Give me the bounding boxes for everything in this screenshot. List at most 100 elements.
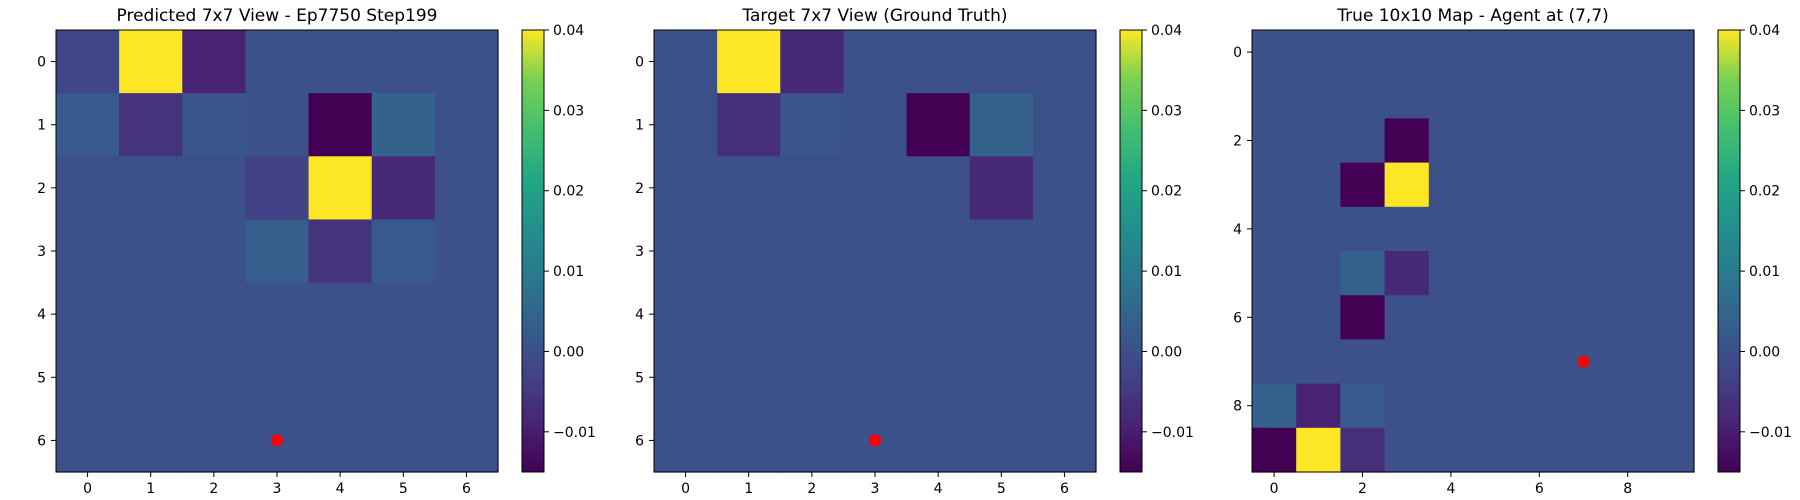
heatmap-cell bbox=[1296, 295, 1341, 340]
x-tick-label: 6 bbox=[1060, 481, 1069, 497]
heatmap-cell bbox=[1252, 339, 1297, 385]
heatmap-cell bbox=[1032, 30, 1097, 94]
heatmap-cell bbox=[1252, 427, 1297, 473]
heatmap-cell bbox=[371, 156, 436, 221]
heatmap-cell bbox=[654, 30, 718, 94]
heatmap-cell bbox=[308, 219, 373, 284]
y-tick-label: 2 bbox=[1233, 134, 1242, 150]
heatmap-cell bbox=[1428, 74, 1474, 119]
heatmap-cell bbox=[1605, 118, 1651, 164]
heatmap-cell bbox=[969, 345, 1034, 410]
heatmap-cell bbox=[717, 408, 781, 473]
colorbar-gradient bbox=[521, 29, 545, 473]
heatmap-cell bbox=[1340, 162, 1386, 208]
heatmap-cell bbox=[906, 345, 971, 410]
colorbar-tick-label: 0.02 bbox=[553, 184, 584, 200]
heatmap-cell bbox=[1252, 383, 1297, 429]
heatmap-cell bbox=[1517, 74, 1562, 119]
heatmap-cell bbox=[434, 282, 499, 347]
x-tick-label: 3 bbox=[871, 481, 880, 497]
heatmap-cell bbox=[371, 408, 436, 473]
x-tick-label: 6 bbox=[462, 481, 471, 497]
heatmap-cell bbox=[1649, 251, 1695, 296]
heatmap-cell bbox=[780, 93, 845, 157]
heatmap-cell bbox=[245, 282, 310, 347]
y-tick-label: 2 bbox=[635, 181, 644, 197]
colorbar-tick-label: 0.03 bbox=[1749, 103, 1780, 119]
heatmap-cell bbox=[969, 408, 1034, 473]
heatmap-cell bbox=[1605, 295, 1651, 340]
x-tick-label: 2 bbox=[1358, 481, 1367, 497]
heatmap-cell bbox=[969, 282, 1034, 347]
colorbar-tick-label: 0.00 bbox=[553, 344, 584, 360]
heatmap-cell bbox=[371, 282, 436, 347]
heatmap-cell bbox=[119, 282, 183, 347]
heatmap-cell bbox=[1252, 295, 1297, 340]
heatmap-cell bbox=[1517, 162, 1562, 208]
heatmap-cell bbox=[1517, 251, 1562, 296]
heatmap-cell bbox=[119, 408, 183, 473]
heatmap-cell bbox=[1649, 118, 1695, 164]
colorbar-tick-label: 0.00 bbox=[1151, 344, 1182, 360]
heatmap-cell bbox=[56, 156, 120, 221]
heatmap-cell bbox=[1605, 339, 1651, 385]
heatmap-cell bbox=[182, 93, 247, 157]
heatmap-cell bbox=[182, 345, 247, 410]
heatmap-panel-2: Target 7x7 View (Ground Truth) 0 1 2 3 4 5 6 0 1 2… bbox=[635, 6, 1194, 497]
heatmap-cell bbox=[245, 345, 310, 410]
heatmap-cell bbox=[1384, 118, 1430, 164]
colorbar-tick-label: −0.01 bbox=[553, 425, 596, 441]
heatmap-cell bbox=[1561, 383, 1607, 429]
heatmap-cell bbox=[245, 156, 310, 221]
heatmap-cell bbox=[245, 219, 310, 284]
heatmap-cell bbox=[1032, 408, 1097, 473]
heatmap-cell bbox=[654, 282, 718, 347]
heatmap-cell bbox=[1340, 427, 1386, 473]
heatmap-cell bbox=[1561, 118, 1607, 164]
y-tick-label: 0 bbox=[37, 55, 46, 71]
heatmap-cell bbox=[1296, 383, 1341, 429]
heatmap-cell bbox=[906, 282, 971, 347]
heatmap-cell bbox=[1517, 118, 1562, 164]
heatmap-cell bbox=[182, 408, 247, 473]
heatmap-cell bbox=[434, 408, 499, 473]
heatmap-cell bbox=[969, 93, 1034, 157]
heatmap-cell bbox=[371, 30, 436, 94]
x-tick-label: 5 bbox=[997, 481, 1006, 497]
heatmap-cell bbox=[308, 93, 373, 157]
heatmap-cell bbox=[1649, 383, 1695, 429]
colorbar-tick-label: 0.01 bbox=[1749, 264, 1780, 280]
heatmap-cell bbox=[182, 282, 247, 347]
heatmap-cell bbox=[1649, 74, 1695, 119]
heatmap-cell bbox=[1384, 206, 1430, 252]
x-tick-label: 8 bbox=[1623, 481, 1632, 497]
heatmap-cell bbox=[1296, 74, 1341, 119]
heatmap-cell bbox=[308, 30, 373, 94]
heatmap-cell bbox=[1473, 295, 1518, 340]
heatmap-cell bbox=[56, 408, 120, 473]
heatmap-cell bbox=[1605, 251, 1651, 296]
heatmap-cell bbox=[1428, 206, 1474, 252]
heatmap-cell bbox=[843, 156, 908, 221]
heatmap-cell bbox=[308, 156, 373, 221]
heatmap-cell bbox=[843, 93, 908, 157]
heatmap-cell bbox=[119, 156, 183, 221]
agent-marker bbox=[1577, 355, 1590, 368]
heatmap-cell bbox=[1473, 118, 1518, 164]
heatmap-cell bbox=[434, 156, 499, 221]
heatmap-cell bbox=[1605, 206, 1651, 252]
heatmap-cell bbox=[1428, 30, 1474, 75]
heatmap-cell bbox=[1561, 30, 1607, 75]
heatmap-cell bbox=[654, 219, 718, 284]
heatmap-cell bbox=[969, 219, 1034, 284]
heatmap-cell bbox=[182, 156, 247, 221]
heatmap-cell bbox=[1517, 30, 1562, 75]
heatmap-cell bbox=[182, 219, 247, 284]
heatmap-cell bbox=[1032, 219, 1097, 284]
y-tick-label: 5 bbox=[635, 370, 644, 386]
heatmap-cell bbox=[1032, 93, 1097, 157]
heatmap-cell bbox=[1517, 295, 1562, 340]
heatmap-cell bbox=[1340, 295, 1386, 340]
y-tick-label: 3 bbox=[37, 244, 46, 260]
heatmap-cell bbox=[434, 345, 499, 410]
